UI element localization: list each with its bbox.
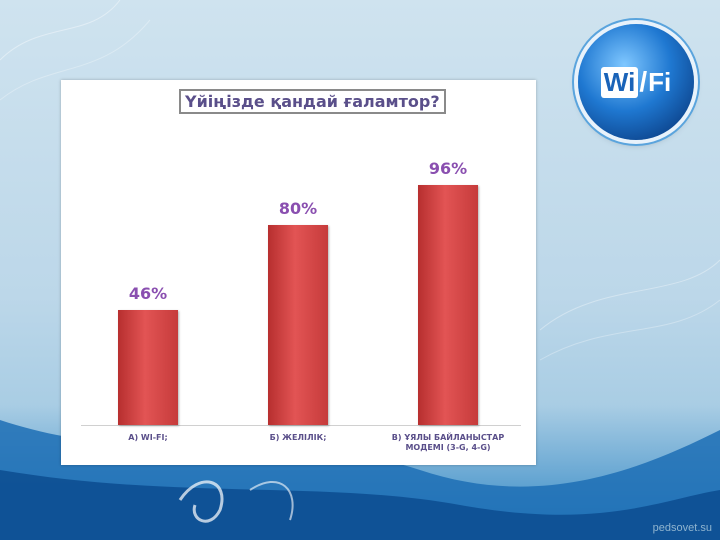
logo-fi-text: Fi	[648, 66, 672, 97]
x-axis-line	[81, 425, 521, 426]
data-label-3: 96%	[428, 159, 468, 178]
bar-3	[418, 185, 478, 425]
plot-area: 46% А) WI-FI; 80% Б) ЖЕЛІЛІК; 96% В) ҰЯЛЫ БАЙ…	[61, 80, 536, 465]
bar-2	[268, 225, 328, 425]
category-label-3: В) ҰЯЛЫ БАЙЛАНЫСТАР МОДЕМІ (3-G, 4-G)	[391, 433, 505, 452]
logo-slash-icon: /	[639, 66, 648, 97]
data-label-2: 80%	[278, 199, 318, 218]
wifi-logo: Wi / Fi	[578, 24, 694, 140]
watermark: pedsovet.su	[652, 522, 712, 534]
data-label-1: 46%	[128, 284, 168, 303]
chart-title: Үйіңізде қандай ғаламтор?	[179, 89, 446, 114]
category-label-2: Б) ЖЕЛІЛІК;	[269, 433, 327, 442]
bar-1	[118, 310, 178, 425]
chart-card: Үйіңізде қандай ғаламтор? 46% А) WI-FI; 80…	[61, 80, 536, 465]
logo-wi-text: Wi	[600, 66, 639, 98]
category-label-1: А) WI-FI;	[128, 433, 168, 442]
